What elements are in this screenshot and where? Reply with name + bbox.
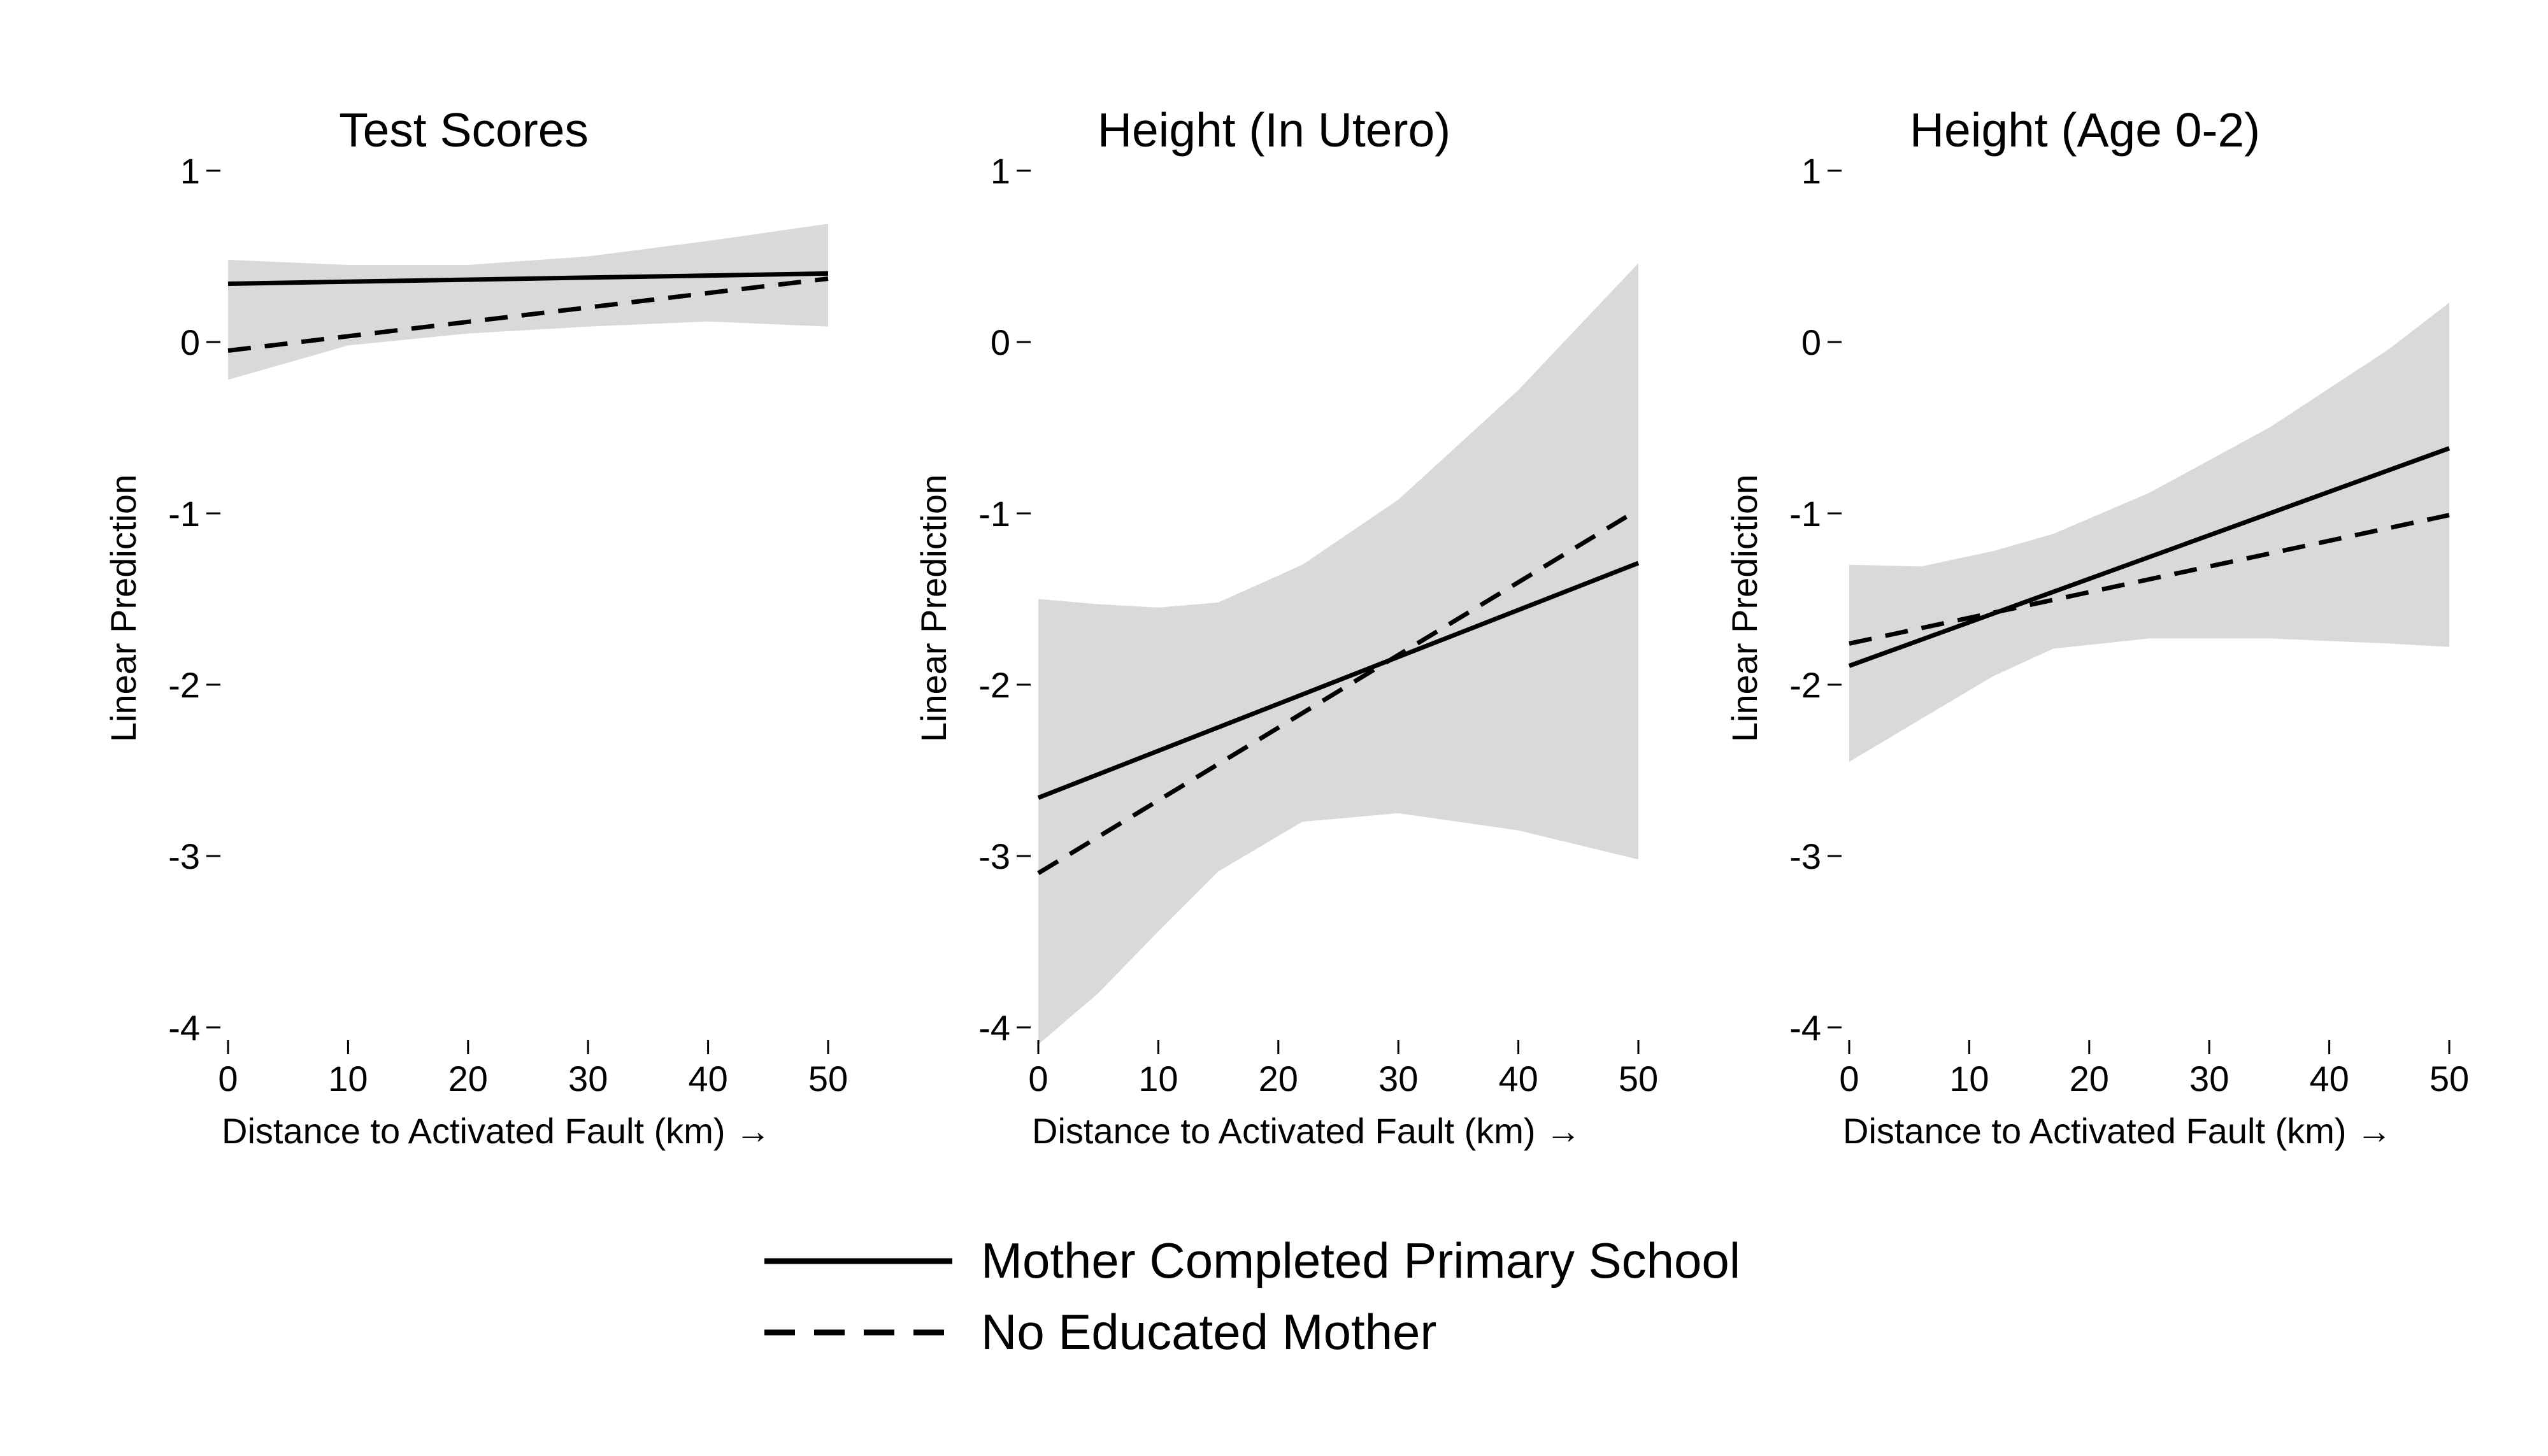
x-tick-label: 0	[1028, 1059, 1048, 1099]
y-tick-label: -1	[1789, 494, 1821, 534]
y-tick-label: 1	[991, 151, 1010, 191]
y-tick-label: -1	[978, 494, 1010, 534]
series-line-mother-primary	[227, 271, 829, 286]
series-line-no-educated-mother	[227, 276, 829, 353]
y-tick-label: -2	[168, 665, 200, 705]
x-axis-label: Distance to Activated Fault (km) →	[1032, 1111, 1581, 1151]
x-tick-label: 50	[1619, 1059, 1658, 1099]
x-tick-label: 40	[2309, 1059, 2349, 1099]
y-tick-label: -2	[978, 665, 1010, 705]
panel-title: Height (Age 0-2)	[1910, 103, 2260, 157]
series-line-no-educated-mother	[1849, 513, 2450, 646]
x-tick-label: 10	[328, 1059, 368, 1099]
panel-title: Height (In Utero)	[1098, 103, 1450, 157]
y-tick-label: 1	[180, 151, 200, 191]
x-tick-label: 50	[2430, 1059, 2469, 1099]
x-tick-label: 20	[448, 1059, 488, 1099]
y-tick-label: -4	[978, 1008, 1010, 1048]
series-line-mother-primary	[1037, 560, 1640, 800]
y-tick-label: -3	[168, 836, 200, 876]
y-tick-label: -4	[1789, 1008, 1821, 1048]
x-tick-label: 40	[1498, 1059, 1538, 1099]
y-axis-label: Linear Prediction	[913, 475, 954, 742]
x-tick-label: 10	[1949, 1059, 1989, 1099]
panel-title: Test Scores	[339, 103, 589, 157]
x-axis-label: Distance to Activated Fault (km) →	[1843, 1111, 2392, 1151]
y-axis-label: Linear Prediction	[1724, 475, 1764, 742]
y-tick-label: 0	[180, 322, 200, 362]
y-tick-label: 1	[1801, 151, 1821, 191]
y-axis-label: Linear Prediction	[103, 475, 143, 742]
x-tick-label: 0	[1839, 1059, 1859, 1099]
x-tick-label: 30	[1378, 1059, 1418, 1099]
series-line-no-educated-mother	[1037, 515, 1628, 875]
y-tick-label: -4	[168, 1008, 200, 1048]
y-tick-label: -1	[168, 494, 200, 534]
x-axis-label: Distance to Activated Fault (km) →	[222, 1111, 771, 1151]
x-tick-label: 30	[568, 1059, 608, 1099]
y-tick-label: -3	[1789, 836, 1821, 876]
confidence-band	[228, 224, 828, 380]
x-tick-label: 0	[218, 1059, 238, 1099]
y-tick-label: -3	[978, 836, 1010, 876]
y-tick-label: 0	[1801, 322, 1821, 362]
y-tick-label: -2	[1789, 665, 1821, 705]
y-tick-label: 0	[991, 322, 1010, 362]
confidence-band	[1038, 263, 1638, 1045]
legend-label-mother-primary: Mother Completed Primary School	[981, 1232, 1740, 1288]
x-tick-label: 30	[2189, 1059, 2229, 1099]
x-tick-label: 20	[2070, 1059, 2109, 1099]
x-tick-label: 20	[1259, 1059, 1298, 1099]
confidence-band	[1849, 303, 2449, 762]
series-line-mother-primary	[1848, 446, 2451, 668]
x-tick-label: 40	[688, 1059, 727, 1099]
x-tick-label: 10	[1138, 1059, 1178, 1099]
legend-label-no-educated-mother: No Educated Mother	[981, 1304, 1436, 1360]
legend: Mother Completed Primary School No Educa…	[764, 1232, 1740, 1360]
x-tick-label: 50	[808, 1059, 848, 1099]
